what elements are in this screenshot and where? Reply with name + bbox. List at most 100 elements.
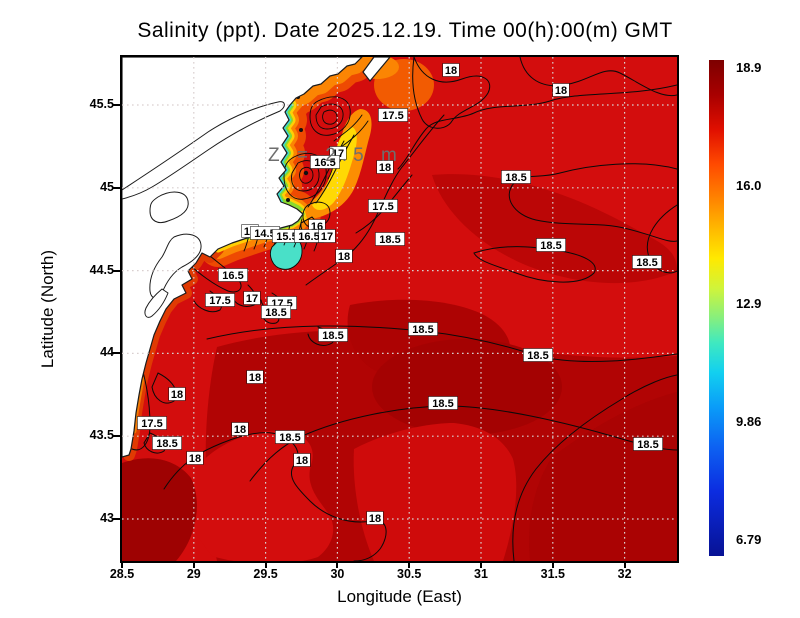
contour-label: 15.5 xyxy=(276,231,297,243)
contour-label-box xyxy=(428,396,458,410)
contour-label-box xyxy=(375,232,405,246)
land xyxy=(122,57,391,458)
contour-label-box xyxy=(318,229,336,243)
contour-label: 18 xyxy=(189,453,201,465)
x-axis-label: Longitude (East) xyxy=(337,587,462,606)
x-tick-label: 29 xyxy=(186,567,201,581)
contour-label: 14.5 xyxy=(254,228,275,240)
contour-label-box xyxy=(318,328,348,342)
contour-label: 18.5 xyxy=(527,350,548,362)
contour-label-box xyxy=(231,422,249,436)
x-tick xyxy=(480,563,482,568)
contour-label-box xyxy=(536,238,566,252)
dniester-liman xyxy=(122,101,285,200)
contour-label: 18 xyxy=(379,162,391,174)
y-tick-label: 45.5 xyxy=(89,97,114,111)
contour-label: 16.5 xyxy=(314,157,335,169)
contour-label: 18 xyxy=(445,65,457,77)
x-tick-label: 30 xyxy=(330,567,345,581)
y-tick-label: 43 xyxy=(100,511,114,525)
x-tick xyxy=(264,563,267,568)
colorbar-tick-label: 9.86 xyxy=(736,414,762,429)
colorbar-tick-label: 6.79 xyxy=(736,532,762,547)
y-tick xyxy=(112,186,120,189)
x-tick-label: 28.5 xyxy=(109,567,135,581)
x-tick-label: 29.5 xyxy=(253,567,278,581)
contour-label-box xyxy=(366,511,384,525)
colorbar-tick-label: 18.9 xyxy=(736,60,762,75)
contour-label-box xyxy=(275,430,305,444)
contour-label-box xyxy=(205,293,235,307)
contour-label: 17.5 xyxy=(372,201,393,213)
contour-label-box xyxy=(552,83,570,97)
contour-label-box xyxy=(632,255,662,269)
x-tick-label: 32 xyxy=(617,567,632,581)
contour-label-box xyxy=(137,416,167,430)
y-tick-label: 44 xyxy=(100,345,114,360)
contour-label: 16.5 xyxy=(298,231,319,243)
contour-label: 18 xyxy=(249,372,261,384)
contour-label: 18.5 xyxy=(279,432,300,444)
contour-label-box xyxy=(310,155,340,169)
contour-label-box xyxy=(293,453,311,467)
contour-label-box xyxy=(633,437,663,451)
x-tick xyxy=(551,563,554,568)
contour-label: 17.5 xyxy=(141,418,162,430)
contour-label: 18.5 xyxy=(322,330,343,342)
contour-label: 17 xyxy=(246,293,258,305)
contour-label-box xyxy=(376,160,394,174)
contour-label: 18 xyxy=(338,251,350,263)
contour-label: 17.5 xyxy=(209,295,230,307)
contour-label: 18.5 xyxy=(540,240,561,252)
x-tick xyxy=(408,563,411,568)
contour-label-box xyxy=(246,370,264,384)
x-tick-label: 31 xyxy=(474,567,488,581)
contour-label-box xyxy=(335,249,353,263)
contour-label: 18.5 xyxy=(636,257,657,269)
y-tick-label: 45 xyxy=(100,179,114,194)
colorbar-tick-label: 12.9 xyxy=(736,296,762,311)
contour-label: 17 xyxy=(321,231,333,243)
contour-label: 18 xyxy=(555,85,567,97)
contour-label-box xyxy=(261,305,291,319)
contour-label-box xyxy=(218,268,248,282)
contour-label: 18.5 xyxy=(265,307,286,319)
x-tick xyxy=(336,563,339,568)
contour-label-box xyxy=(168,387,186,401)
x-tick-label: 31.5 xyxy=(540,567,565,581)
grid-lines xyxy=(122,57,677,561)
contour-label-box xyxy=(442,63,460,77)
sinoe-lagoon xyxy=(144,288,169,318)
x-tick-label: 30.5 xyxy=(397,567,422,581)
contour-label-box xyxy=(501,170,531,184)
contour-label-box xyxy=(368,199,398,213)
contour-label-box xyxy=(243,291,261,305)
y-tick xyxy=(112,269,120,272)
y-tick xyxy=(112,104,120,106)
y-axis-label: Latitude (North) xyxy=(38,249,57,369)
contour-label-box xyxy=(523,348,553,362)
contour-label: 18 xyxy=(369,513,381,525)
y-tick-label: 43.5 xyxy=(89,428,114,443)
contour-label: 18 xyxy=(296,455,308,467)
colorbar-tick-label: 16.0 xyxy=(736,178,762,193)
x-tick xyxy=(121,563,123,568)
plot-area: 18 18 17.5 17 16.5 18 18.5 17.5 16 15 14.5 15.5 16.5… xyxy=(120,55,679,563)
contour-label: 18.5 xyxy=(432,398,453,410)
delta-lagoon xyxy=(149,191,189,224)
contour-label: 18.5 xyxy=(637,439,658,451)
x-tick xyxy=(192,563,195,568)
contour-label: 18 xyxy=(234,424,246,436)
contour-label-box xyxy=(152,436,182,450)
land-spit xyxy=(362,57,391,82)
depth-annotation: Z = 2.5 m xyxy=(268,145,403,166)
contour-label: 18 xyxy=(171,389,183,401)
contour-label-box xyxy=(186,451,204,465)
x-tick xyxy=(623,563,626,568)
colorbar xyxy=(709,60,724,556)
contour-label-box xyxy=(408,322,438,336)
contour-label: 18.5 xyxy=(156,438,177,450)
